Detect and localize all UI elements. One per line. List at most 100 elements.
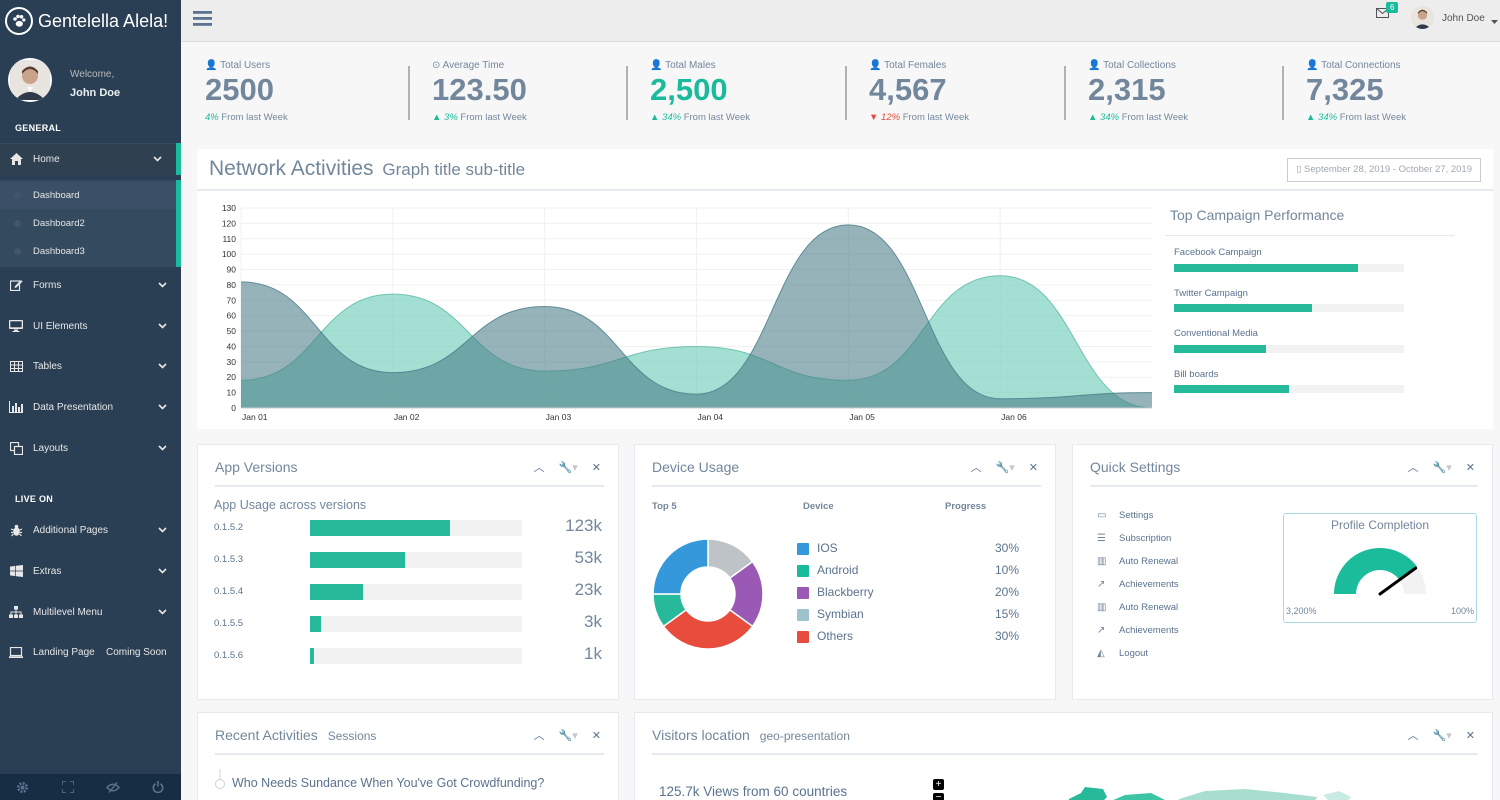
- panel-toolbox: ︿ 🔧▾ ✕: [1408, 727, 1475, 743]
- app-versions-panel: App Versions ︿ 🔧▾ ✕ App Usage across versi…: [197, 444, 619, 700]
- close-icon[interactable]: ✕: [1028, 461, 1038, 474]
- wrench-icon[interactable]: 🔧▾: [558, 729, 578, 742]
- collapse-icon[interactable]: ︿: [1407, 462, 1419, 474]
- sidebar-item-dashboard3[interactable]: Dashboard3: [0, 238, 176, 265]
- sidebar-item-ui-elements[interactable]: UI Elements: [0, 310, 181, 342]
- wrench-icon[interactable]: 🔧▾: [995, 461, 1015, 474]
- collapse-icon[interactable]: ︿: [970, 462, 982, 474]
- sidebar-item-layouts[interactable]: Layouts: [0, 432, 181, 464]
- user-menu-name[interactable]: John Doe: [1442, 13, 1485, 24]
- device-percent: 30%: [995, 629, 1020, 643]
- sort-asc-icon: ▲: [1088, 112, 1098, 123]
- lock-eye-icon[interactable]: [91, 774, 136, 800]
- tile-foot-text: From last Week: [1339, 112, 1407, 123]
- avatar[interactable]: [8, 58, 52, 102]
- close-icon[interactable]: ✕: [591, 729, 601, 742]
- qs-auto-renewal-link[interactable]: ▥ Auto Renewal: [1097, 556, 1178, 567]
- close-icon[interactable]: ✕: [1465, 461, 1475, 474]
- line-chart-icon: ↗: [1097, 625, 1106, 636]
- date-range-picker[interactable]: ▯ September 28, 2019 - October 27, 2019: [1287, 158, 1481, 182]
- close-icon[interactable]: ✕: [591, 461, 601, 474]
- panel-title: Device Usage: [652, 459, 740, 475]
- calendar-icon: ▯: [1296, 164, 1302, 175]
- tile-foot-text: From last Week: [221, 112, 288, 123]
- panel-subtitle: geo-presentation: [759, 729, 850, 743]
- sidebar-footer: [0, 774, 181, 800]
- qs-achievements-link-2[interactable]: ↗ Achievements: [1097, 625, 1179, 636]
- qs-auto-renewal-link-2[interactable]: ▥ Auto Renewal: [1097, 602, 1178, 613]
- section-live-on: LIVE ON: [15, 494, 54, 504]
- user-avatar[interactable]: [1411, 6, 1434, 29]
- user-icon: 👤: [205, 60, 218, 71]
- wrench-icon[interactable]: 🔧▾: [558, 461, 578, 474]
- tile-total-connections: 👤 Total Connections 7,325 ▲ 34% From las…: [1282, 50, 1500, 130]
- collapse-icon[interactable]: ︿: [1407, 730, 1419, 742]
- wrench-icon[interactable]: 🔧▾: [1432, 461, 1452, 474]
- map-region[interactable]: [1323, 791, 1351, 800]
- version-progress: [310, 584, 522, 600]
- bullet-icon: [14, 192, 21, 199]
- mail-count-badge: 6: [1386, 2, 1399, 13]
- profile-name: John Doe: [70, 87, 121, 99]
- panel-title: Visitors location: [652, 727, 750, 743]
- activity-title-link[interactable]: Who Needs Sundance When You've Got Crowd…: [232, 776, 545, 790]
- y-tick-label: 0: [231, 403, 236, 413]
- qs-achievements-link[interactable]: ↗ Achievements: [1097, 579, 1179, 590]
- sidebar-item-multilevel-menu[interactable]: Multilevel Menu: [0, 596, 181, 628]
- divider: [652, 485, 1041, 487]
- stat-tiles: 👤 Total Users 2500 4% From last Week ⊙ A…: [181, 42, 1500, 142]
- panel-title: Recent Activities: [215, 727, 318, 743]
- qs-logout-link[interactable]: ◭ Logout: [1097, 648, 1148, 659]
- sidebar-item-extras[interactable]: Extras: [0, 555, 181, 587]
- collapse-icon[interactable]: ︿: [533, 462, 545, 474]
- progress-fill: [1174, 385, 1289, 393]
- chevron-down-icon: [158, 321, 167, 332]
- panel-title: Quick Settings: [1090, 459, 1181, 475]
- sidebar-item-label: Tables: [33, 360, 62, 372]
- close-icon[interactable]: ✕: [1465, 729, 1475, 742]
- bug-icon: [9, 523, 23, 537]
- world-map[interactable]: [1055, 775, 1355, 800]
- panel-title: Network Activities: [209, 157, 374, 180]
- qs-subscription-link[interactable]: ☰ Subscription: [1097, 533, 1171, 544]
- settings-gear-icon[interactable]: [0, 774, 45, 800]
- y-tick-label: 40: [227, 341, 237, 351]
- fullscreen-icon[interactable]: [45, 774, 90, 800]
- sidebar-item-label: UI Elements: [33, 320, 88, 332]
- tile-label: Total Males: [665, 60, 716, 71]
- wrench-icon[interactable]: 🔧▾: [1432, 729, 1452, 742]
- tile-foot-text: From last Week: [460, 112, 527, 123]
- map-zoom-in-button[interactable]: +: [933, 779, 944, 790]
- version-progress: [310, 648, 522, 664]
- menu-toggle-icon[interactable]: [193, 10, 212, 30]
- sidebar-item-data-presentation[interactable]: Data Presentation: [0, 391, 181, 423]
- map-region[interactable]: [1065, 787, 1107, 800]
- sidebar-item-landing-page[interactable]: Landing Page Coming Soon: [0, 636, 181, 668]
- sidebar-item-dashboard[interactable]: Dashboard: [0, 182, 176, 209]
- map-region[interactable]: [1105, 793, 1167, 800]
- sidebar-item-label: Data Presentation: [33, 401, 114, 413]
- qs-settings-link[interactable]: ▭ Settings: [1097, 510, 1153, 521]
- tile-total-collections: 👤 Total Collections 2,315 ▲ 34% From las…: [1064, 50, 1282, 130]
- bar-chart-icon: [9, 400, 23, 414]
- sidebar-item-forms[interactable]: Forms: [0, 269, 181, 301]
- device-name: Symbian: [817, 607, 864, 621]
- gauge-fill: [1334, 548, 1418, 594]
- progress-fill: [1174, 304, 1312, 312]
- device-legend-row: IOS 30%: [795, 539, 1035, 559]
- brand[interactable]: Gentelella Alela!: [0, 0, 181, 42]
- user-icon: 👤: [1088, 60, 1101, 71]
- collapse-icon[interactable]: ︿: [533, 730, 545, 742]
- map-zoom-out-button[interactable]: −: [933, 793, 944, 800]
- sidebar-item-dashboard2[interactable]: Dashboard2: [0, 210, 176, 237]
- panel-toolbox: ︿ 🔧▾ ✕: [534, 459, 601, 475]
- power-icon[interactable]: [136, 774, 181, 800]
- map-region[interactable]: [1173, 789, 1317, 800]
- sidebar-item-additional-pages[interactable]: Additional Pages: [0, 514, 181, 546]
- tile-trend: 34%: [1100, 112, 1120, 123]
- caret-down-icon[interactable]: [1491, 15, 1498, 27]
- sidebar-item-tables[interactable]: Tables: [0, 350, 181, 382]
- sidebar-item-home[interactable]: Home: [0, 143, 181, 175]
- column-header: Top 5: [652, 501, 677, 512]
- panel-toolbox: ︿ 🔧▾ ✕: [534, 727, 601, 743]
